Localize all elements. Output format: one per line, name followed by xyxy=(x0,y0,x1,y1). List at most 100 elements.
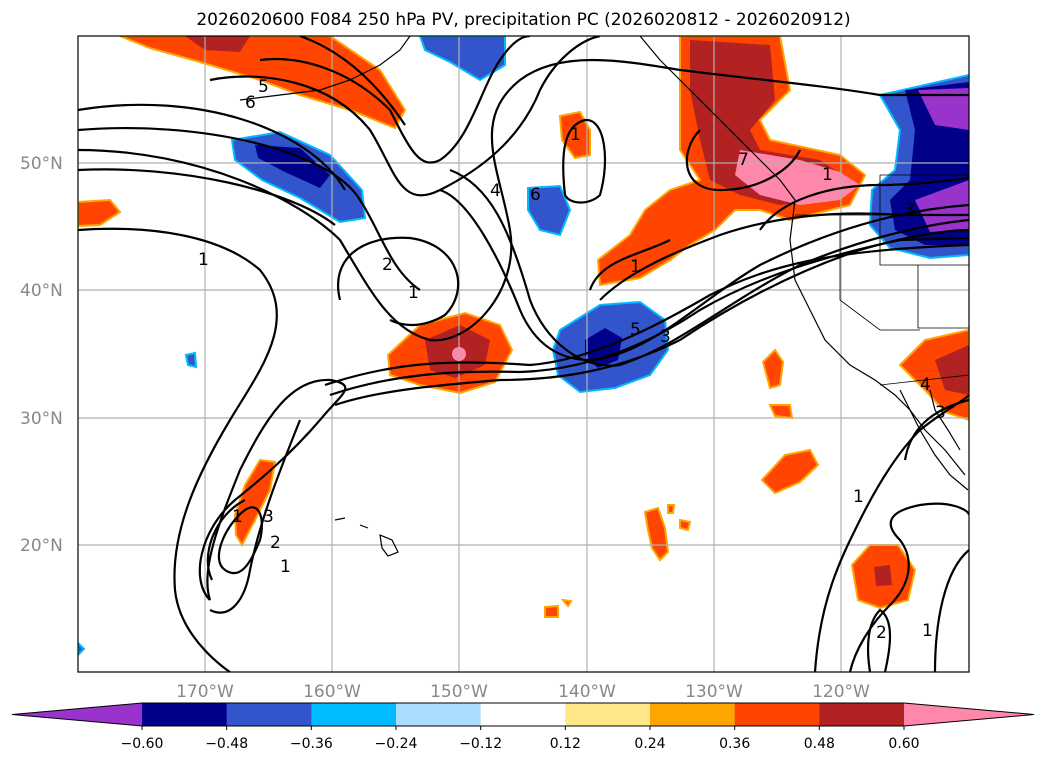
colorbar-tick-label: −0.12 xyxy=(459,736,502,752)
colorbar-tick-label: 0.48 xyxy=(804,736,835,752)
precip-positive-area xyxy=(667,504,676,514)
map-area: 6 5 4 6 1 2 1 1 5 3 1 7 1 3 1 3 4 3 2 1 … xyxy=(78,36,969,672)
lon-label: 160°W xyxy=(303,682,361,702)
contour-label: 5 xyxy=(630,320,641,340)
contour-label: 1 xyxy=(630,257,641,277)
precip-strong-negative-area xyxy=(255,145,330,188)
contour-label: 4 xyxy=(920,375,931,395)
lon-label: 130°W xyxy=(685,682,743,702)
lat-label: 50°N xyxy=(20,154,63,174)
pv-contour xyxy=(439,188,969,362)
pv-contour xyxy=(209,36,601,197)
contour-label: 1 xyxy=(408,283,419,303)
map-background xyxy=(78,36,969,672)
lat-label: 20°N xyxy=(20,536,63,556)
pv-contour xyxy=(562,118,607,204)
pv-contour xyxy=(78,227,278,672)
contour-label: 6 xyxy=(245,93,256,113)
pv-contour xyxy=(337,236,460,327)
contour-label: 3 xyxy=(935,403,946,423)
pv-contour xyxy=(759,176,969,231)
lat-label: 30°N xyxy=(20,409,63,429)
colorbar-segment xyxy=(311,703,397,726)
pv-contour xyxy=(78,103,346,191)
contour-label: 2 xyxy=(270,533,281,553)
contour-label: 3 xyxy=(263,507,274,527)
pv-contour xyxy=(866,608,892,672)
colorbar-segment xyxy=(226,703,312,726)
map-frame xyxy=(77,35,970,673)
contour-label: 1 xyxy=(822,165,833,185)
colorbar-extend-low xyxy=(12,703,142,726)
precip-positive-area xyxy=(560,598,573,608)
pv-contour xyxy=(588,239,671,291)
precip-strong-area xyxy=(935,345,969,395)
pv-contour xyxy=(324,243,969,387)
colorbar-ticks: −0.60 −0.48 −0.36 −0.24 −0.12 0.12 0.24 0.36 0.4… xyxy=(121,726,920,752)
colorbar-segment xyxy=(480,703,566,726)
pv-contour xyxy=(209,419,302,614)
contour-label: 4 xyxy=(490,181,501,201)
lon-label: 170°W xyxy=(176,682,234,702)
precip-positive-area xyxy=(643,506,670,562)
state-border xyxy=(879,175,969,266)
colorbar-segment xyxy=(650,703,736,726)
pv-contour xyxy=(299,36,406,126)
colorbar-segment xyxy=(734,703,820,726)
pv-contour xyxy=(933,549,969,672)
colorbar-tick-label: −0.60 xyxy=(121,736,164,752)
contour-labels: 6 5 4 6 1 2 1 1 5 3 1 7 1 3 1 3 4 3 2 1 … xyxy=(198,77,946,643)
contour-label: 3 xyxy=(660,327,671,347)
pv-contour xyxy=(329,236,969,397)
contour-label: 2 xyxy=(876,623,887,643)
colorbar-tick-label: 0.60 xyxy=(888,736,919,752)
precip-negative-area xyxy=(184,351,198,369)
pv-contour xyxy=(903,398,969,461)
lat-label: 40°N xyxy=(20,281,63,301)
contour-label: 1 xyxy=(570,125,581,145)
colorbar xyxy=(11,702,1035,727)
pv-contour xyxy=(685,129,801,192)
precip-negative-area xyxy=(527,184,572,237)
pv-contour xyxy=(259,36,531,164)
precip-positive-area xyxy=(558,110,591,160)
pv-contour xyxy=(813,394,969,672)
north-america-coastline xyxy=(639,36,966,476)
contour-label: 1 xyxy=(198,250,209,270)
precip-negative-area xyxy=(418,36,506,82)
pv-contour xyxy=(78,127,421,291)
pv-contour xyxy=(206,499,246,581)
longitude-labels: 170°W 160°W 150°W 140°W 130°W 120°W xyxy=(176,682,870,702)
colorbar-tick-label: −0.36 xyxy=(290,736,333,752)
precip-strong-area xyxy=(874,565,892,586)
colorbar-tick-label: −0.24 xyxy=(375,736,418,752)
colorbar-tick-label: −0.48 xyxy=(205,736,248,752)
hawaii-islands xyxy=(334,517,399,557)
precip-shading xyxy=(78,36,969,657)
pv-contour xyxy=(599,212,969,301)
lon-label: 140°W xyxy=(558,682,616,702)
latitude-labels: 50°N 40°N 30°N 20°N xyxy=(20,154,63,556)
colorbar-segment xyxy=(565,703,651,726)
pv-contour xyxy=(78,58,969,342)
lon-label: 150°W xyxy=(430,682,488,702)
pv-contours xyxy=(78,36,969,672)
contour-label: 1 xyxy=(853,487,864,507)
contour-label: 1 xyxy=(280,557,291,577)
precip-positive-area xyxy=(760,448,820,495)
lon-label: 120°W xyxy=(812,682,870,702)
precip-positive-area xyxy=(78,198,122,228)
pv-contour xyxy=(198,378,347,601)
pv-contour xyxy=(217,506,263,575)
contour-label: 5 xyxy=(258,77,269,97)
colorbar-segment xyxy=(819,703,905,726)
contour-label: 1 xyxy=(232,507,243,527)
pv-contour xyxy=(848,502,969,672)
precip-negative-area xyxy=(78,641,86,657)
precip-positive-area xyxy=(544,604,559,618)
colorbar-tick-label: 0.12 xyxy=(550,736,581,752)
colorbar-tick-label: 0.24 xyxy=(634,736,665,752)
colorbar-segment xyxy=(142,703,228,726)
precip-positive-area xyxy=(679,518,692,532)
pv-contour xyxy=(78,168,336,226)
